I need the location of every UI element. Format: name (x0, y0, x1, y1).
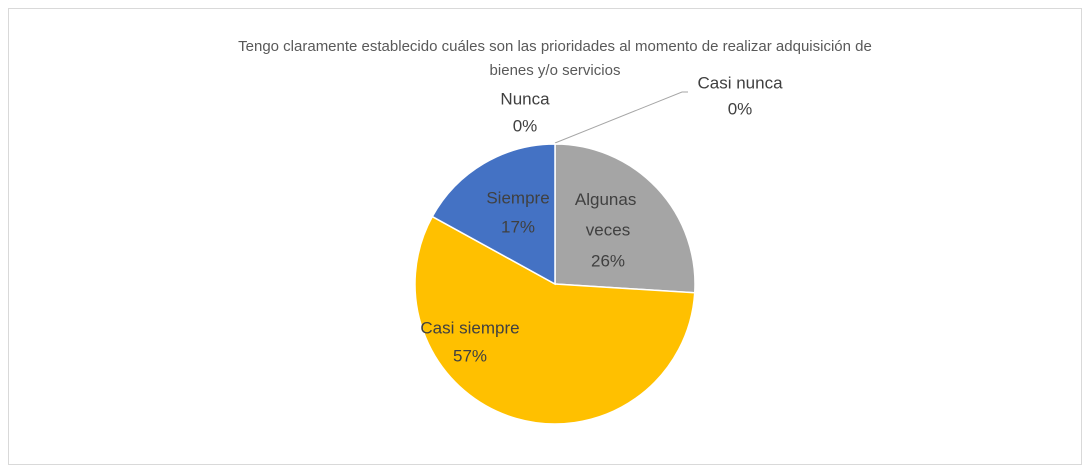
data-label-value: 0% (513, 116, 538, 135)
data-label-name: Algunas veces (575, 190, 641, 240)
chart-title: bienes y/o servicios (490, 62, 621, 79)
pie-slice (431, 143, 556, 286)
data-label-name: Casi nunca (697, 73, 783, 92)
data-label-name: Casi siempre (420, 318, 519, 337)
data-label-value: 17% (501, 217, 535, 236)
data-label-value: 0% (728, 99, 753, 118)
leader-line (554, 91, 688, 144)
data-label-name: Siempre (486, 188, 549, 207)
data-label-name: Nunca (500, 89, 550, 108)
chart-title: Tengo claramente establecido cuáles son … (238, 38, 872, 55)
data-label-value: 26% (591, 251, 625, 270)
pie-slice (414, 215, 696, 425)
pie-slice (554, 143, 696, 294)
data-label-value: 57% (453, 346, 487, 365)
